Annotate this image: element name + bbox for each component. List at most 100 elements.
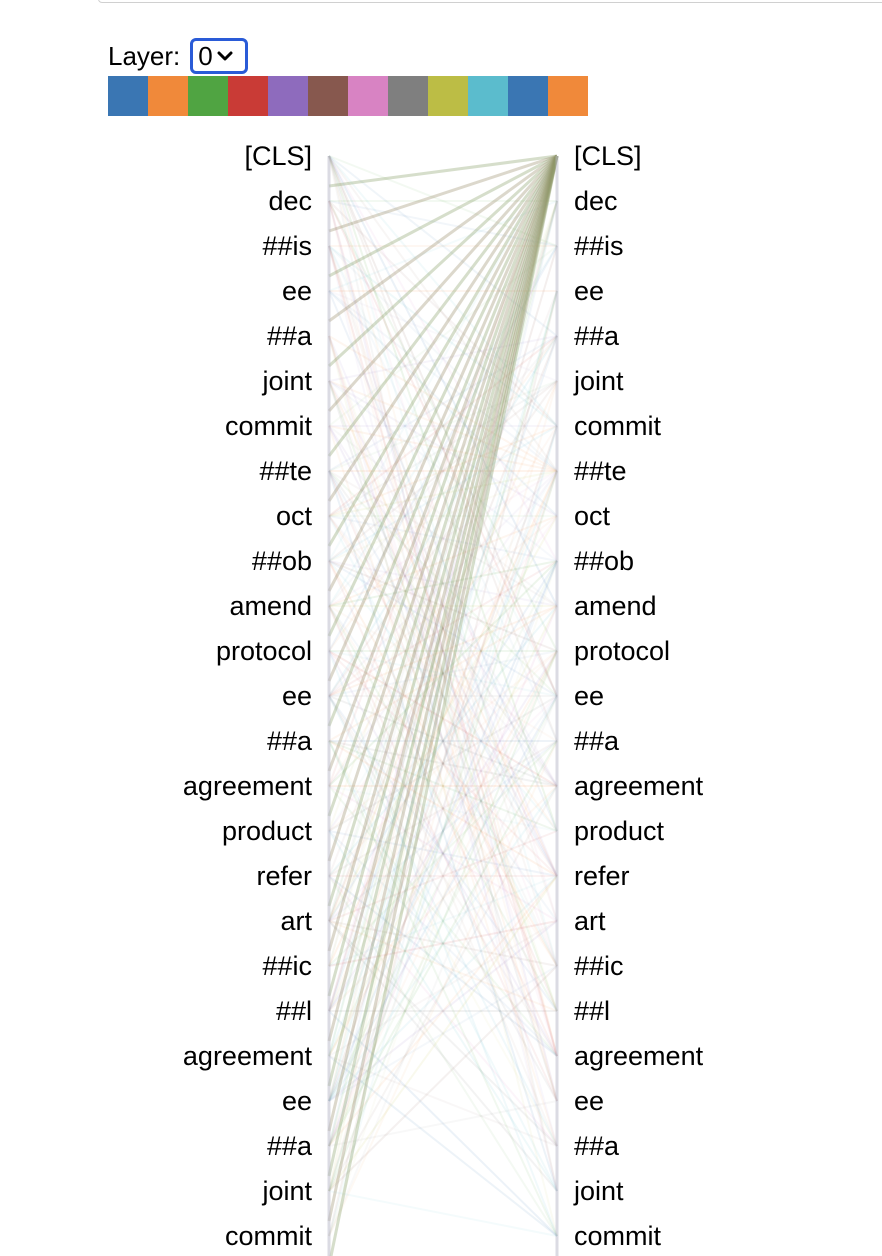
attention-line [328, 1190, 558, 1237]
right-token[interactable]: agreement [574, 771, 704, 801]
right-token[interactable]: joint [574, 366, 624, 396]
attention-line-strong [328, 154, 558, 323]
left-token[interactable]: ee [281, 1086, 312, 1116]
attention-line [328, 605, 558, 1147]
right-token[interactable]: art [574, 906, 606, 936]
right-token[interactable]: refer [574, 861, 630, 891]
attention-line [328, 290, 558, 1102]
attention-line [328, 245, 558, 472]
attention-line [328, 335, 558, 472]
left-token[interactable]: ee [281, 276, 312, 306]
attention-line-strong [327, 155, 559, 907]
attention-line [328, 560, 558, 1147]
attention-line [328, 875, 558, 1102]
layer-select[interactable]: 0 [190, 38, 249, 74]
left-token[interactable]: ##te [259, 456, 312, 486]
head-swatch[interactable] [228, 76, 268, 116]
right-token[interactable]: ##ob [574, 546, 635, 576]
right-token[interactable]: ##l [574, 996, 611, 1026]
attention-line [328, 425, 558, 1102]
attention-line [328, 335, 558, 1147]
attention-line [328, 605, 558, 697]
right-token[interactable]: product [574, 816, 665, 846]
right-token[interactable]: ##a [574, 321, 620, 351]
left-token[interactable]: art [280, 906, 312, 936]
right-token[interactable]: ##is [574, 231, 624, 261]
attention-line [328, 515, 558, 922]
attention-line [328, 650, 558, 1102]
head-swatch[interactable] [428, 76, 468, 116]
attention-line [328, 155, 558, 1057]
attention-line [328, 470, 558, 1147]
left-token[interactable]: ##ic [262, 951, 312, 981]
attention-line [328, 650, 558, 1237]
left-token[interactable]: oct [275, 501, 312, 531]
head-swatch[interactable] [388, 76, 428, 116]
head-swatch[interactable] [308, 76, 348, 116]
right-token[interactable]: ##a [574, 1131, 620, 1161]
attention-line [328, 650, 558, 697]
right-token[interactable]: dec [574, 186, 618, 216]
attention-line [328, 695, 558, 1057]
head-swatch[interactable] [188, 76, 228, 116]
attention-line [328, 335, 558, 877]
right-token[interactable]: joint [574, 1176, 624, 1206]
left-token[interactable]: agreement [182, 1041, 312, 1071]
right-token[interactable]: ##ic [574, 951, 624, 981]
right-token[interactable]: ##a [574, 726, 620, 756]
left-token[interactable]: product [221, 816, 312, 846]
head-swatch[interactable] [468, 76, 508, 116]
right-token[interactable]: oct [574, 501, 611, 531]
attention-line [328, 875, 558, 1057]
head-swatch[interactable] [508, 76, 548, 116]
left-token[interactable]: refer [256, 861, 312, 891]
attention-line [328, 290, 558, 472]
attention-line-strong [327, 155, 559, 412]
head-swatch[interactable] [348, 76, 388, 116]
layer-control: Layer: 0 [108, 38, 249, 74]
right-token[interactable]: ee [574, 276, 605, 306]
right-token[interactable]: agreement [574, 1041, 704, 1071]
right-token[interactable]: commit [574, 1221, 661, 1251]
left-token[interactable]: dec [268, 186, 312, 216]
left-token[interactable]: ##is [262, 231, 312, 261]
head-swatch[interactable] [548, 76, 588, 116]
left-token[interactable]: commit [225, 411, 312, 441]
left-token[interactable]: protocol [215, 636, 312, 666]
attention-line [328, 470, 558, 697]
attention-line [328, 560, 558, 832]
attention-line-strong [327, 155, 559, 862]
left-token[interactable]: agreement [182, 771, 312, 801]
right-token[interactable]: [CLS] [574, 141, 642, 171]
right-token[interactable]: ee [574, 681, 605, 711]
attention-line [328, 1010, 558, 1237]
head-swatch[interactable] [148, 76, 188, 116]
left-token[interactable]: [CLS] [244, 141, 312, 171]
left-token[interactable]: ee [281, 681, 312, 711]
attention-line [328, 1100, 558, 1147]
attention-line [328, 335, 558, 1237]
attention-line [328, 155, 558, 427]
left-token[interactable]: ##ob [251, 546, 312, 576]
left-token[interactable]: amend [229, 591, 312, 621]
left-token[interactable]: ##a [266, 1131, 312, 1161]
right-token[interactable]: commit [574, 411, 661, 441]
head-swatch[interactable] [268, 76, 308, 116]
left-token[interactable]: joint [262, 1176, 312, 1206]
attention-line [328, 470, 558, 1057]
attention-line-strong [327, 155, 559, 457]
attention-line [328, 965, 558, 1192]
right-token[interactable]: ee [574, 1086, 605, 1116]
left-token[interactable]: ##l [275, 996, 312, 1026]
left-token[interactable]: ##a [266, 726, 312, 756]
left-token[interactable]: ##a [266, 321, 312, 351]
attention-line [328, 560, 558, 1012]
right-token[interactable]: ##te [574, 456, 627, 486]
right-token[interactable]: amend [574, 591, 657, 621]
left-token[interactable]: joint [262, 366, 312, 396]
head-swatch[interactable] [108, 76, 148, 116]
left-token[interactable]: commit [225, 1221, 312, 1251]
attention-line [328, 425, 558, 472]
right-token[interactable]: protocol [574, 636, 671, 666]
attention-line-strong [327, 154, 559, 368]
